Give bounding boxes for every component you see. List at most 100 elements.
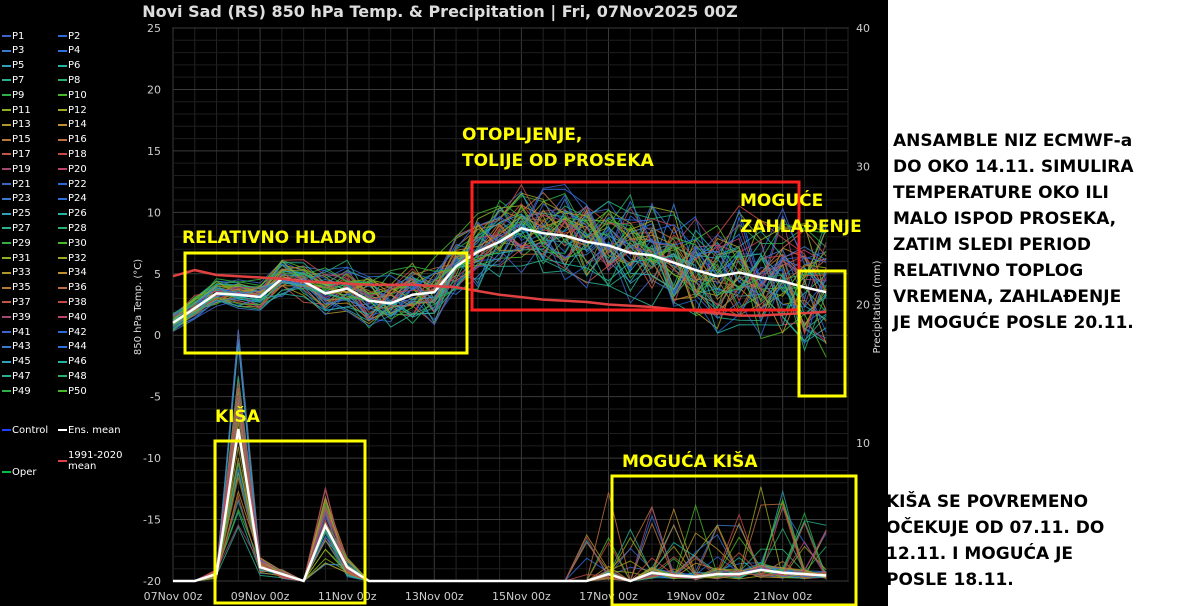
x-tick-label: 21Nov 00z xyxy=(753,590,812,603)
box-relativno-hladno xyxy=(183,251,469,355)
legend-label: Control xyxy=(12,424,49,436)
legend-item: P33 xyxy=(2,267,31,281)
chart-panel: Novi Sad (RS) 850 hPa Temp. & Precipitat… xyxy=(0,0,888,606)
y-tick-label: 5 xyxy=(154,268,161,281)
legend-swatch xyxy=(58,183,67,185)
ensemble-member-line xyxy=(172,226,827,337)
legend-item: P37 xyxy=(2,296,31,310)
x-tick-label: 11Nov 00z xyxy=(318,590,377,603)
y2-tick-label: 40 xyxy=(856,22,870,35)
legend-swatch xyxy=(58,375,67,378)
legend-item: P47 xyxy=(2,370,31,384)
ensemble-member-line xyxy=(172,220,827,334)
legend-label: P15 xyxy=(12,134,31,146)
box-moguce-zahladjenje xyxy=(797,269,847,398)
box-moguca-kisa xyxy=(610,474,858,606)
legend-label: P7 xyxy=(12,74,25,86)
legend-swatch xyxy=(2,331,11,333)
ensemble-member-line xyxy=(172,211,827,343)
annotation-moguce-zahladjenje: MOGUĆE ZAHLAĐENJE xyxy=(740,189,862,237)
legend-label: P42 xyxy=(68,326,87,338)
annotation-zahladjenje-line1: MOGUĆE xyxy=(740,189,823,211)
legend-label: P46 xyxy=(68,356,87,368)
legend-label: P5 xyxy=(12,60,25,72)
legend-label: P45 xyxy=(12,356,31,368)
ensemble-member-line xyxy=(172,229,827,352)
legend-swatch xyxy=(2,471,11,473)
legend-label: P25 xyxy=(12,208,31,220)
legend-swatch xyxy=(2,429,11,431)
ensemble-member-line xyxy=(172,213,827,322)
legend-swatch xyxy=(58,286,67,289)
legend-swatch xyxy=(58,227,67,230)
legend-label: P34 xyxy=(68,267,87,279)
legend-label: P41 xyxy=(12,326,31,338)
legend-swatch xyxy=(2,49,11,52)
y2-axis-label: Precipitation (mm) xyxy=(872,260,883,353)
y2-tick-label: 30 xyxy=(856,160,870,173)
y-tick-label: 0 xyxy=(154,329,161,342)
legend-label: P22 xyxy=(68,178,87,190)
legend-item: P35 xyxy=(2,282,31,296)
legend-swatch xyxy=(2,109,11,111)
legend-label: P8 xyxy=(68,74,81,86)
y2-tick-label: 20 xyxy=(856,299,870,312)
legend-label: P6 xyxy=(68,60,81,72)
legend-item: P48 xyxy=(58,370,87,384)
annotation-moguca-kisa: MOGUĆA KIŠA xyxy=(622,450,758,472)
series-line-precip-mean xyxy=(173,428,827,583)
legend-label: P9 xyxy=(12,89,25,101)
legend-swatch xyxy=(58,390,67,393)
legend-item: P46 xyxy=(58,356,87,370)
legend-item: P42 xyxy=(58,326,87,340)
legend-swatch xyxy=(58,301,67,304)
legend-item: P21 xyxy=(2,178,31,192)
note-precipitation: KIŠA SE POVREMENO OČEKUJE OD 07.11. DO 1… xyxy=(886,492,1105,590)
x-tick-label: 15Nov 00z xyxy=(492,590,551,603)
series-layer xyxy=(172,226,827,583)
legend-swatch xyxy=(2,345,11,348)
grid-layer xyxy=(172,27,849,582)
annotation-otopljenje: OTOPLJENJE, TOLIJE OD PROSEKA xyxy=(462,125,655,171)
y-tick-label: -20 xyxy=(143,575,161,588)
legend-swatch xyxy=(2,79,11,82)
annotation-layer: RELATIVNO HLADNO OTOPLJENJE, TOLIJE OD P… xyxy=(182,125,862,606)
legend-swatch xyxy=(2,138,11,141)
legend-item: Oper xyxy=(2,466,36,480)
legend-swatch xyxy=(2,153,11,156)
legend-label: P14 xyxy=(68,119,87,131)
legend-item: P19 xyxy=(2,163,31,177)
legend-label: P50 xyxy=(68,385,87,397)
legend-item: Control xyxy=(2,424,48,438)
legend-label: P3 xyxy=(12,45,25,57)
legend-item: 1991-2020 mean xyxy=(58,450,123,472)
legend-item: P2 xyxy=(58,30,80,44)
legend-item: P43 xyxy=(2,341,31,355)
plot-frame xyxy=(172,27,849,582)
legend-item: P40 xyxy=(58,311,87,325)
chart-title: Novi Sad (RS) 850 hPa Temp. & Precipitat… xyxy=(142,2,738,22)
legend-swatch xyxy=(2,183,11,185)
legend-item: P17 xyxy=(2,148,31,162)
legend-swatch xyxy=(58,153,67,156)
legend-swatch xyxy=(58,242,67,245)
legend-swatch xyxy=(58,168,67,171)
legend-item: P38 xyxy=(58,296,87,310)
legend-swatch xyxy=(2,316,11,319)
legend-swatch xyxy=(58,109,67,111)
legend-item: P30 xyxy=(58,237,87,251)
box-kisa xyxy=(213,439,367,605)
legend-swatch xyxy=(2,227,11,230)
legend-label: Oper xyxy=(12,466,37,478)
legend-item: P39 xyxy=(2,311,31,325)
legend-label: P32 xyxy=(68,252,87,264)
ensemble-member-line xyxy=(172,226,827,343)
ensemble-member-line xyxy=(172,199,827,314)
legend-label: P29 xyxy=(12,237,31,249)
legend-label: P48 xyxy=(68,370,87,382)
legend-swatch xyxy=(2,35,11,37)
legend-swatch xyxy=(58,64,67,67)
annotation-otopljenje-line2: TOLIJE OD PROSEKA xyxy=(462,151,655,171)
legend-label: P16 xyxy=(68,134,87,146)
legend-label: P31 xyxy=(12,252,31,264)
